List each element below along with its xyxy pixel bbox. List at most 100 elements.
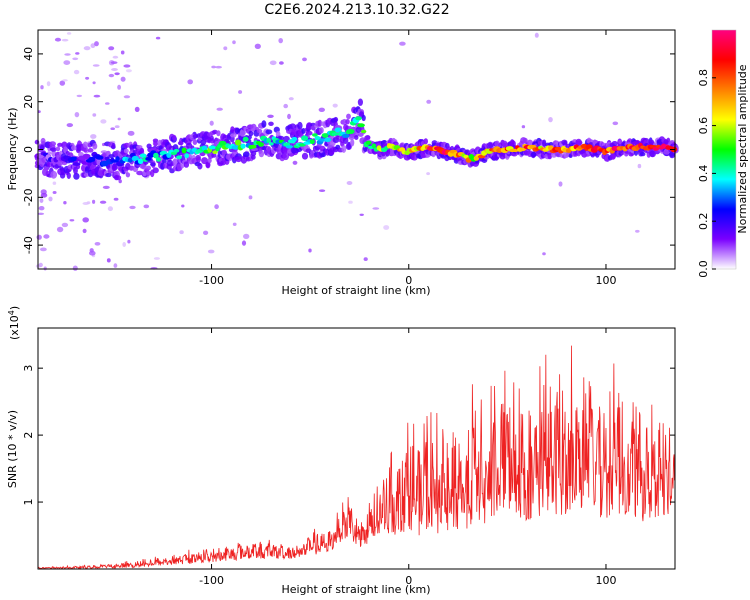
spectrogram-band-cell: [183, 161, 190, 168]
spectrogram-band-cell: [639, 152, 646, 157]
spectrogram-y-tick-label: 20: [22, 95, 35, 109]
spectrogram-band-cell: [207, 157, 212, 164]
spectrogram-ridge-cell: [365, 140, 372, 145]
spectrogram-band-cell: [248, 130, 254, 137]
spectrogram-noise-cell: [37, 212, 45, 215]
spectrogram-ridge-cell: [139, 153, 147, 158]
spectrogram-noise-cell: [110, 127, 115, 130]
colorbar-ticks: 0.0 0.2 0.4 0.6 0.8: [697, 69, 716, 278]
spectrogram-band-cell: [230, 126, 235, 133]
colorbar-frame: [711, 29, 737, 270]
figure-title: C2E6.2024.213.10.32.G22: [264, 2, 449, 18]
spectrogram-noise-cell: [108, 46, 115, 51]
spectrogram-noise-cell: [348, 200, 353, 204]
colorbar-tick-label: 0.2: [697, 212, 710, 230]
spectrogram-ridge-cell: [250, 144, 257, 149]
spectrogram-noise-cell: [254, 43, 261, 49]
spectrogram-band-cell: [250, 150, 257, 157]
spectrogram-noise-cell: [113, 197, 119, 201]
spectrogram-noise-cell: [521, 125, 526, 129]
spectrogram-ridge-cell: [291, 136, 298, 142]
spectrogram-band-cell: [268, 121, 274, 127]
spectrogram-noise-cell: [248, 195, 253, 200]
spectrogram-y-tick-label: 40: [22, 47, 35, 61]
colorbar-tick-label: 0.8: [697, 69, 710, 87]
spectrogram-noise-cell: [542, 252, 546, 256]
spectrogram-noise-cell: [123, 64, 131, 68]
snr-x-tick-label: 0: [405, 574, 412, 587]
snr-x-tick-label: 100: [595, 574, 616, 587]
spectrogram-noise-cell: [308, 248, 312, 253]
spectrogram-band-cell: [125, 172, 131, 178]
spectrogram-ridge-cell: [242, 136, 249, 142]
spectrogram-band-cell: [92, 142, 98, 150]
spectrogram-band-cell: [211, 152, 217, 158]
spectrogram-band-cell: [361, 114, 366, 122]
snr-x-ticks: -100 0 100: [199, 328, 616, 587]
spectrogram-noise-cell: [38, 206, 45, 211]
spectrogram-noise-cell: [129, 205, 136, 210]
spectrogram-band-cell: [43, 165, 50, 171]
spectrogram-ridge-cell: [70, 156, 78, 161]
spectrogram-band-cell: [225, 153, 232, 160]
spectrogram-noise-cell: [40, 85, 44, 90]
spectrogram-band-cell: [301, 152, 309, 160]
spectrogram-ridge-cell: [240, 143, 246, 149]
spectrogram-noise-cell: [99, 200, 107, 204]
spectrogram-band-cell: [139, 147, 144, 154]
spectrogram-band-cell: [152, 167, 159, 174]
spectrogram-noise-cell: [122, 242, 126, 247]
spectrogram-band-cell: [83, 141, 88, 148]
spectrogram-band-cell: [317, 119, 322, 127]
spectrogram-band-cell: [239, 129, 246, 137]
spectrogram-ridge-cell: [155, 157, 162, 162]
spectrogram-ridge-cell: [212, 150, 218, 154]
spectrogram-ridge-cell: [153, 152, 159, 159]
spectrogram-band-cell: [34, 139, 40, 145]
spectrogram-ridge-cell: [357, 123, 365, 128]
spectrogram-ridge-cell: [321, 133, 329, 138]
spectrogram-noise-cell: [292, 160, 298, 165]
spectrogram-noise-cell: [426, 99, 432, 104]
spectrogram-band-cell: [49, 141, 56, 147]
spectrogram-ridge-cell: [301, 135, 309, 141]
snr-frame: [37, 327, 676, 570]
spectrogram-ridge-cell: [95, 155, 104, 160]
spectrogram-ridge-cell: [258, 142, 264, 147]
spectrogram-band-cell: [242, 151, 250, 158]
spectrogram-noise-cell: [61, 222, 69, 228]
spectrogram-noise-cell: [89, 250, 96, 256]
spectrogram-ridge-cell: [218, 140, 227, 146]
spectrogram-noise-cell: [155, 36, 161, 40]
spectrogram-ridge-cell: [347, 128, 355, 135]
spectrogram-noise-cell: [179, 230, 184, 235]
spectrogram-band-cell: [111, 142, 116, 149]
spectrogram-noise-cell: [114, 125, 120, 129]
spectrogram-noise-cell: [243, 233, 250, 239]
spectrogram-noise-cell: [113, 263, 118, 268]
colorbar-gradient: [712, 30, 736, 269]
spectrogram-ridge-cell: [137, 158, 144, 165]
spectrogram-band-cell: [199, 151, 206, 157]
spectrogram-noise-cell: [73, 69, 80, 75]
spectrogram-noise-cell: [383, 225, 390, 230]
spectrogram-noise-cell: [92, 81, 96, 85]
spectrogram-noise-cell: [63, 201, 67, 205]
spectrogram-noise-cell: [90, 43, 96, 49]
spectrogram-noise-cell: [62, 79, 68, 82]
spectrogram-noise-cell: [426, 172, 430, 176]
spectrogram-y-tick-label: -40: [22, 236, 35, 254]
spectrogram-band-cell: [575, 138, 582, 147]
spectrogram-noise-cell: [372, 207, 380, 210]
spectrogram-ridge-cell: [235, 139, 241, 146]
spectrogram-noise-cell: [102, 185, 110, 189]
spectrogram-ridge-cell: [88, 156, 96, 162]
spectrogram-noise-cell: [238, 90, 243, 94]
spectrogram-band-cell: [611, 141, 618, 146]
spectrogram-band-cell: [51, 150, 57, 157]
snr-multiplier-close: ): [8, 306, 21, 310]
spectrogram-noise-cell: [209, 120, 214, 126]
spectrogram-noise-cell: [38, 262, 43, 268]
spectrogram-band-cell: [542, 139, 547, 147]
spectrogram-band-cell: [186, 142, 193, 149]
